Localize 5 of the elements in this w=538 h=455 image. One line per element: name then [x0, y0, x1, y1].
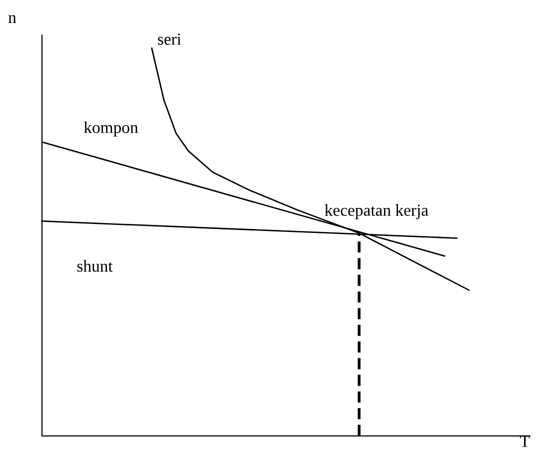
y-axis-title: n [8, 15, 16, 23]
series-label: kompon [84, 121, 138, 136]
series-label: seri [158, 34, 182, 45]
text: shunt [77, 260, 113, 272]
annotation: kecepatan kerja [324, 204, 428, 220]
